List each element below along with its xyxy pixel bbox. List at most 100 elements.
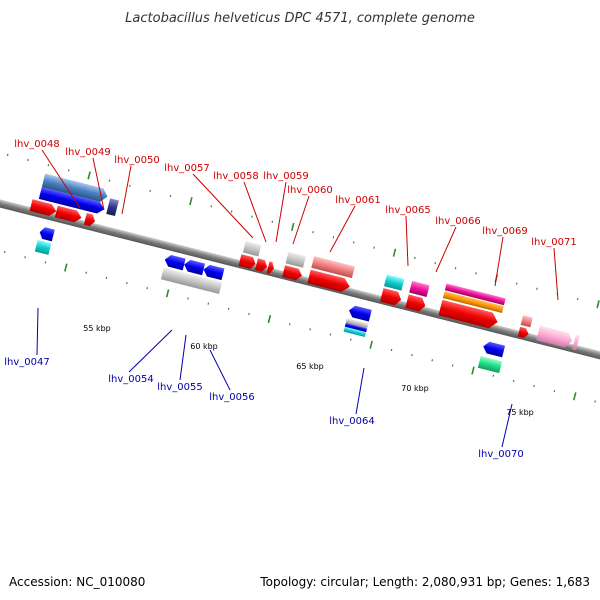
label-lhv_0071[interactable]: lhv_0071 (531, 237, 576, 248)
genome-stats-text: Topology: circular; Length: 2,080,931 bp… (259, 575, 590, 589)
gene-lhv_0069[interactable] (444, 283, 506, 306)
gene-reverse-green[interactable] (477, 356, 503, 374)
scale-ticks (3, 153, 600, 403)
label-lhv_0049[interactable]: lhv_0049 (65, 147, 110, 158)
gene-forward-red-10[interactable] (517, 326, 530, 339)
scale-tick (267, 314, 272, 324)
label-leader-line (209, 349, 231, 391)
scale-tick (596, 300, 600, 309)
gene-lhv_0071[interactable] (520, 315, 533, 328)
scale-tick (471, 366, 475, 375)
label-lhv_0070[interactable]: lhv_0070 (478, 449, 523, 460)
scale-label-75: 75 kbp (506, 408, 534, 417)
gene-lhv_0055[interactable] (183, 259, 206, 276)
gene-lhv_0064[interactable] (347, 305, 372, 322)
scale-label-55: 55 kbp (83, 324, 111, 333)
gene-lhv_0065[interactable] (383, 274, 405, 291)
label-lhv_0069[interactable]: lhv_0069 (482, 226, 527, 237)
gene-lhv_0047[interactable] (38, 226, 55, 242)
gene-forward-red-9[interactable] (438, 299, 499, 330)
gene-forward-pink-edge[interactable] (572, 334, 580, 351)
label-leader-line (355, 367, 365, 415)
label-lhv_0059[interactable]: lhv_0059 (263, 171, 308, 182)
label-leader-line (41, 149, 81, 209)
label-lhv_0056[interactable]: lhv_0056 (209, 392, 254, 403)
reverse-gene-labels: lhv_0047 lhv_0054 lhv_0055 lhv_0056 lhv_… (4, 357, 523, 460)
gene-forward-red-2[interactable] (54, 205, 83, 224)
gene-forward-pink[interactable] (536, 325, 574, 349)
label-lhv_0048[interactable]: lhv_0048 (14, 139, 59, 150)
scale-tick (87, 171, 91, 180)
gene-reverse-gray[interactable] (160, 267, 222, 294)
label-lhv_0047[interactable]: lhv_0047 (4, 357, 49, 368)
gene-forward-red-3[interactable] (83, 213, 97, 227)
label-lhv_0065[interactable]: lhv_0065 (385, 205, 430, 216)
gene-lhv_0059[interactable] (254, 258, 269, 272)
label-lhv_0060[interactable]: lhv_0060 (287, 185, 332, 196)
genome-map (0, 153, 600, 403)
gene-forward-red-5[interactable] (282, 265, 303, 281)
gene-lhv_0060[interactable] (285, 251, 306, 268)
scale-tick (369, 340, 373, 349)
gene-forward-red-8[interactable] (405, 294, 427, 312)
reverse-strand-genes (34, 226, 506, 374)
scale-label-60: 60 kbp (190, 342, 218, 351)
label-lhv_0054[interactable]: lhv_0054 (108, 374, 153, 385)
map-title: Lactobacillus helveticus DPC 4571, compl… (125, 11, 475, 26)
scale-tick (392, 248, 397, 257)
label-leader-line (501, 403, 513, 448)
gene-reverse-gray-2[interactable] (345, 318, 369, 329)
gene-forward-red-7[interactable] (380, 288, 403, 306)
gene-lhv_0054[interactable] (163, 254, 186, 271)
label-leader-line (243, 181, 267, 243)
label-leader-line (553, 247, 559, 301)
scale-label-70: 70 kbp (401, 384, 429, 393)
label-lhv_0058[interactable]: lhv_0058 (213, 171, 258, 182)
gene-lhv_0049[interactable] (38, 187, 106, 215)
scale-labels: 55 kbp 60 kbp 65 kbp 70 kbp 75 kbp (83, 324, 534, 417)
label-lhv_0050[interactable]: lhv_0050 (114, 155, 159, 166)
gene-forward-red-6[interactable] (307, 269, 351, 294)
gene-forward-orange[interactable] (442, 291, 504, 313)
label-lhv_0066[interactable]: lhv_0066 (435, 216, 480, 227)
gene-lhv_0061[interactable] (311, 256, 355, 279)
label-leader-line (292, 195, 310, 245)
gene-forward-red-1[interactable] (29, 199, 58, 217)
gene-lhv_0058[interactable] (238, 254, 256, 270)
label-leader-line (494, 236, 504, 287)
label-leader-line (36, 307, 39, 356)
accession-text: Accession: NC_010080 (9, 575, 145, 589)
gene-reverse-cyan-1[interactable] (34, 239, 52, 255)
gene-reverse-blue-2[interactable] (344, 322, 368, 333)
label-leader-line (128, 329, 173, 373)
gene-lhv_0070[interactable] (482, 341, 506, 358)
label-lhv_0061[interactable]: lhv_0061 (335, 195, 380, 206)
scale-tick (189, 197, 193, 206)
scale-tick (573, 392, 577, 401)
gene-forward-red-4[interactable] (266, 261, 276, 274)
scale-tick (64, 263, 68, 272)
label-lhv_0057[interactable]: lhv_0057 (164, 163, 209, 174)
gene-lhv_0056[interactable] (202, 264, 225, 281)
label-leader-line (329, 205, 356, 253)
gene-lhv_0050[interactable] (106, 198, 119, 217)
label-lhv_0055[interactable]: lhv_0055 (157, 382, 202, 393)
scale-tick (165, 289, 170, 298)
label-lhv_0064[interactable]: lhv_0064 (329, 416, 374, 427)
label-leader-line (92, 157, 105, 211)
gene-lhv_0048[interactable] (41, 173, 109, 204)
label-leader-line (121, 165, 132, 215)
forward-strand-genes (29, 173, 580, 351)
genome-backbone (0, 188, 600, 373)
label-leader-line (275, 181, 287, 243)
forward-gene-labels: lhv_0048 lhv_0049 lhv_0050 lhv_0057 lhv_… (14, 139, 576, 248)
label-leader-line (435, 226, 457, 273)
gene-lhv_0057[interactable] (242, 240, 262, 257)
label-leader-line (179, 334, 187, 381)
scale-tick (290, 222, 295, 232)
label-leaders (36, 149, 559, 448)
gene-lhv_0066[interactable] (409, 280, 430, 297)
gene-reverse-cyan-2[interactable] (343, 326, 367, 338)
label-leader-line (405, 215, 409, 267)
